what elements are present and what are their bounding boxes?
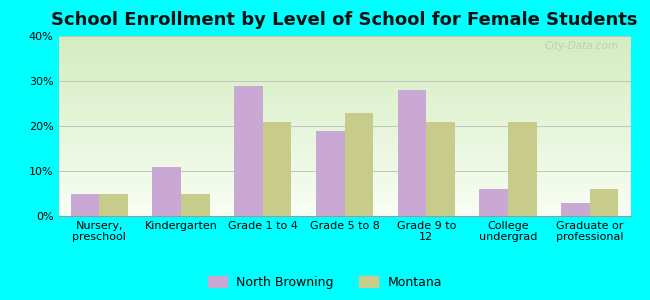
Bar [153, 167, 181, 216]
Bar [508, 122, 536, 216]
Bar [316, 130, 344, 216]
Legend: North Browning, Montana: North Browning, Montana [203, 271, 447, 294]
Bar [561, 202, 590, 216]
Bar [590, 189, 618, 216]
Bar [99, 194, 128, 216]
Text: City-Data.com: City-Data.com [545, 41, 619, 51]
Title: School Enrollment by Level of School for Female Students: School Enrollment by Level of School for… [51, 11, 638, 29]
Bar [71, 194, 99, 216]
Bar [426, 122, 455, 216]
Bar [263, 122, 291, 216]
Bar [234, 85, 263, 216]
Bar [181, 194, 210, 216]
Bar [479, 189, 508, 216]
Bar [398, 90, 426, 216]
Bar [344, 112, 373, 216]
